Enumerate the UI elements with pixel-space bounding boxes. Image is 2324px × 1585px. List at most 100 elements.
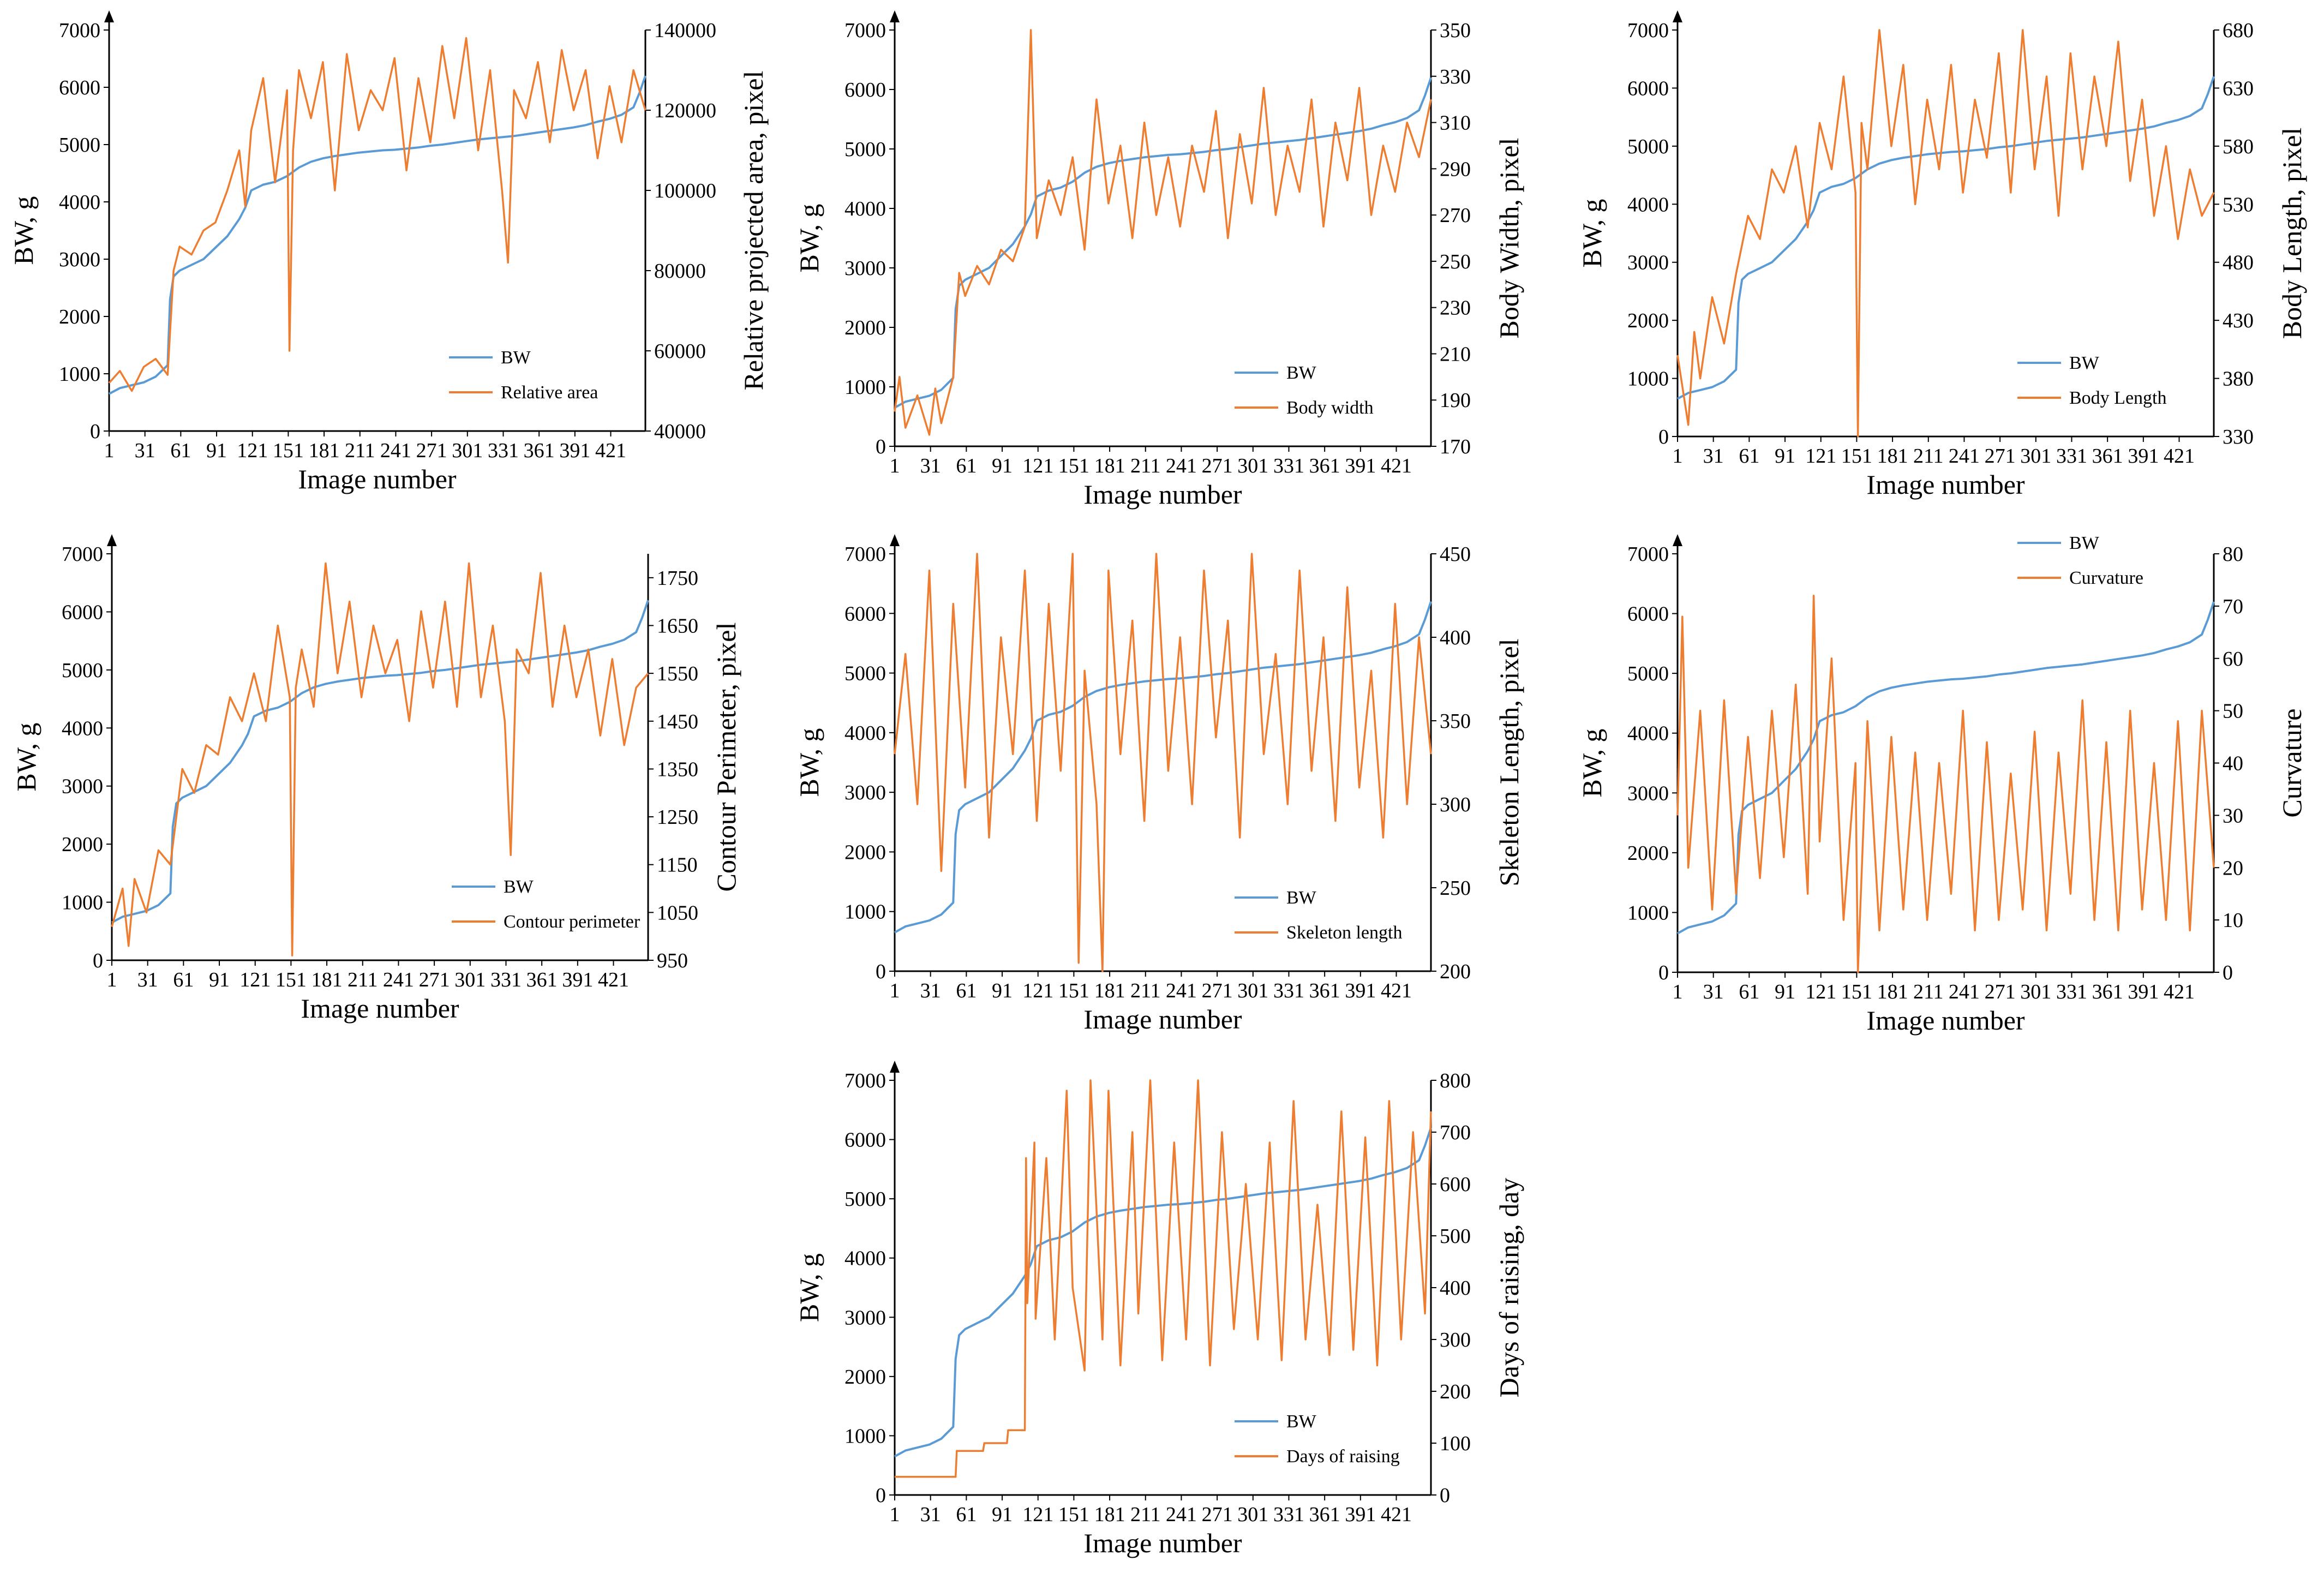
x-tick-label: 421: [595, 439, 626, 462]
chart-panel-skeleton-length: 0 1000 2000 3000 4000 5000 6000 7000 200 250 300 35…: [794, 534, 1524, 1034]
x-axis-title: Image number: [1866, 469, 2025, 500]
right-tick-label: 50: [2223, 700, 2243, 723]
right-tick-label: 630: [2223, 77, 2254, 100]
right-tick-label: 1550: [657, 662, 698, 685]
left-tick-label: 5000: [1627, 662, 1669, 685]
x-tick-label: 1: [890, 979, 900, 1002]
right-tick-label: 600: [1440, 1173, 1471, 1196]
right-axis-title: Days of raising, day: [1494, 1178, 1524, 1398]
x-tick-label: 91: [992, 979, 1013, 1002]
x-tick-label: 271: [1202, 1503, 1233, 1526]
x-tick-label: 1: [104, 439, 115, 462]
x-tick-label: 211: [348, 968, 378, 991]
left-tick-label: 6000: [1627, 77, 1669, 100]
right-axis-title: Contour Perimeter, pixel: [711, 623, 741, 892]
left-tick-label: 2000: [844, 841, 886, 864]
x-tick-label: 151: [273, 439, 304, 462]
right-tick-label: 1350: [657, 758, 698, 781]
legend-label: Contour perimeter: [504, 912, 640, 932]
right-tick-label: 60000: [654, 340, 706, 363]
left-tick-label: 3000: [1627, 782, 1669, 805]
x-axis-title: Image number: [301, 993, 459, 1024]
legend-label: BW: [504, 877, 534, 897]
right-tick-label: 350: [1440, 19, 1471, 42]
series-line-bw: [1677, 601, 2215, 935]
left-tick-label: 6000: [844, 79, 886, 101]
legend-label: Body width: [1286, 398, 1374, 418]
left-tick-label: 5000: [62, 659, 103, 682]
x-tick-label: 181: [1094, 979, 1125, 1002]
series-line-body-length: [1676, 29, 2215, 438]
right-tick-label: 1250: [657, 806, 698, 829]
left-axis-arrow: [1673, 534, 1682, 546]
x-tick-label: 241: [1166, 979, 1197, 1002]
x-tick-label: 151: [1841, 445, 1872, 468]
legend-label: BW: [1286, 888, 1317, 908]
left-tick-label: 0: [93, 949, 103, 972]
x-tick-label: 331: [1273, 454, 1304, 477]
x-tick-label: 271: [416, 439, 447, 462]
x-tick-label: 121: [239, 968, 271, 991]
x-axis-title: Image number: [1866, 1005, 2025, 1036]
right-tick-label: 500: [1440, 1225, 1471, 1248]
right-axis-title: Body Length, pixel: [2277, 128, 2307, 339]
left-tick-label: 6000: [1627, 603, 1669, 626]
x-tick-label: 361: [2092, 980, 2123, 1003]
x-tick-label: 301: [452, 439, 483, 462]
chart-panel-contour-perimeter: 0 1000 2000 3000 4000 5000 6000 7000 950 1050 1150…: [11, 534, 741, 1024]
x-tick-label: 421: [2164, 980, 2195, 1003]
series-line-relative-area: [108, 37, 646, 392]
left-tick-label: 3000: [844, 781, 886, 804]
right-tick-label: 300: [1440, 1329, 1471, 1351]
x-tick-label: 331: [490, 968, 522, 991]
x-tick-label: 31: [137, 968, 158, 991]
x-tick-label: 91: [209, 968, 230, 991]
left-tick-label: 3000: [62, 775, 103, 798]
left-tick-label: 0: [876, 1484, 886, 1507]
right-tick-label: 40000: [654, 420, 706, 443]
x-axis-title: Image number: [298, 464, 457, 494]
x-tick-label: 241: [1166, 454, 1197, 477]
right-tick-label: 120000: [654, 99, 716, 122]
series-line-bw: [1677, 76, 2215, 400]
legend: BW Body Length: [2017, 353, 2166, 408]
legend-label: BW: [501, 348, 531, 368]
left-tick-label: 4000: [844, 1247, 886, 1270]
right-tick-label: 350: [1440, 710, 1471, 733]
left-tick-label: 5000: [844, 138, 886, 161]
left-tick-label: 2000: [1627, 309, 1669, 332]
left-tick-label: 6000: [62, 601, 103, 624]
left-tick-label: 1000: [59, 363, 100, 386]
x-tick-label: 121: [1805, 445, 1836, 468]
x-tick-label: 121: [1022, 1503, 1053, 1526]
right-axis-title: Relative projected area, pixel: [738, 71, 769, 391]
x-tick-label: 61: [956, 454, 977, 477]
x-tick-label: 151: [275, 968, 307, 991]
x-tick-label: 391: [1345, 979, 1376, 1002]
x-tick-label: 241: [1949, 980, 1980, 1003]
series-line-bw: [894, 77, 1432, 409]
right-tick-label: 1050: [657, 901, 698, 924]
left-tick-label: 7000: [844, 543, 886, 566]
x-tick-label: 1: [890, 1503, 900, 1526]
left-tick-label: 1000: [844, 376, 886, 399]
series-line-contour-perimeter: [111, 562, 649, 956]
left-axis-title: BW, g: [11, 723, 41, 792]
x-tick-label: 151: [1058, 454, 1089, 477]
series-line-skeleton-length: [894, 553, 1432, 972]
left-tick-label: 4000: [1627, 722, 1669, 745]
left-tick-label: 7000: [844, 19, 886, 42]
x-tick-label: 211: [1130, 454, 1161, 477]
x-tick-label: 91: [206, 439, 227, 462]
x-tick-label: 91: [1775, 445, 1795, 468]
right-tick-label: 1650: [657, 614, 698, 637]
x-tick-label: 91: [992, 454, 1013, 477]
legend-label: Curvature: [2069, 568, 2143, 588]
x-tick-label: 331: [1273, 1503, 1304, 1526]
right-tick-label: 250: [1440, 877, 1471, 900]
right-tick-label: 400: [1440, 626, 1471, 649]
legend-label: BW: [2069, 533, 2100, 553]
x-tick-label: 271: [419, 968, 450, 991]
x-tick-label: 31: [1703, 445, 1724, 468]
